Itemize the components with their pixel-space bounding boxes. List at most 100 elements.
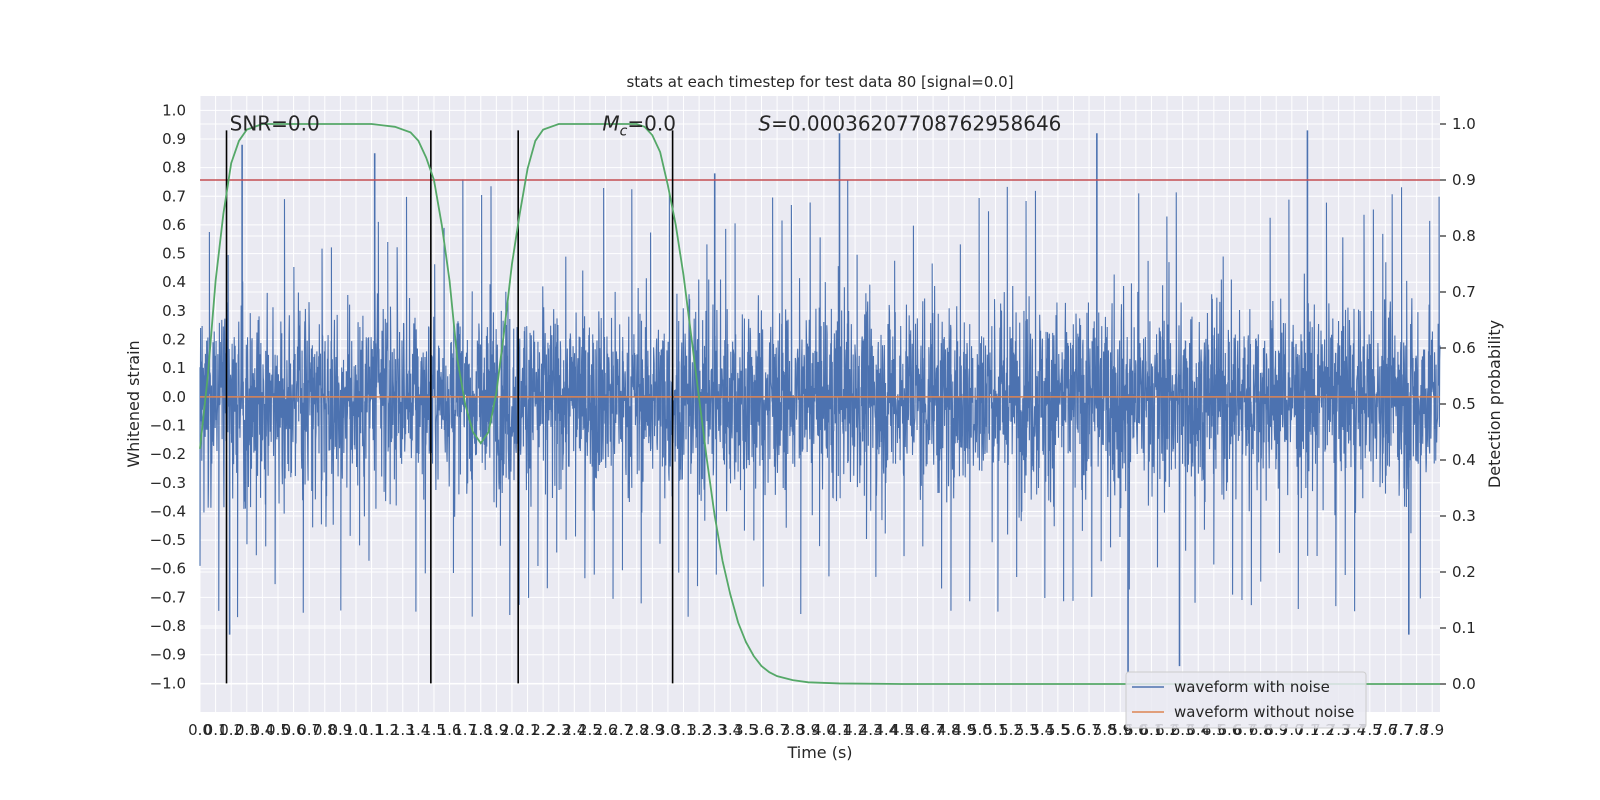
chirp-mass-symbol: M [602,111,619,135]
x-tick-label: 0.1 [204,721,228,739]
x-tick-label: 1.4 [406,721,430,739]
x-tick-label: 4.3 [859,721,883,739]
x-tick-label: 1.6 [438,721,462,739]
x-tick-label: 2.9 [640,721,664,739]
y-tick-label: −0.1 [150,416,186,434]
s-annotation: S=0.00036207708762958646 [758,111,1061,135]
y-tick-label: 0.5 [162,245,186,263]
y2-tick-label: 0.9 [1452,171,1476,189]
x-tick-label: 3.2 [687,721,711,739]
x-tick-label: 2.3 [547,721,571,739]
x-tick-label: 5.5 [1046,721,1070,739]
y-tick-label: 0.3 [162,302,186,320]
x-tick-label: 5.1 [984,721,1008,739]
x-tick-label: 1.3 [391,721,415,739]
y2-tick-label: 0.0 [1452,675,1476,693]
y-tick-label: 0.7 [162,187,186,205]
x-tick-label: 3.8 [781,721,805,739]
x-tick-label: 2.8 [625,721,649,739]
y2-axis-label: Detection probability [1485,320,1504,488]
x-tick-label: 0.5 [266,721,290,739]
y-tick-label: 0.9 [162,130,186,148]
y-tick-label: −0.6 [150,560,186,578]
y-tick-label: −0.7 [150,588,186,606]
x-tick-label: 1.1 [360,721,384,739]
y-tick-label: 0.4 [162,273,186,291]
x-tick-label: 0.6 [282,721,306,739]
y-tick-label: 0.8 [162,159,186,177]
y2-tick-label: 0.4 [1452,451,1476,469]
x-tick-label: 4.0 [812,721,836,739]
y-tick-label: −0.3 [150,474,186,492]
x-tick-label: 2.1 [516,721,540,739]
x-tick-label: 5.3 [1015,721,1039,739]
x-tick-label: 4.8 [937,721,961,739]
y2-tick-label: 0.6 [1452,339,1476,357]
x-tick-label: 2.4 [562,721,586,739]
x-tick-label: 2.5 [578,721,602,739]
y-tick-label: 0.2 [162,331,186,349]
x-tick-label: 0.7 [297,721,321,739]
s-value: =0.00036207708762958646 [771,111,1061,135]
x-tick-label: 0.9 [328,721,352,739]
x-tick-label: 4.1 [828,721,852,739]
legend-box [1125,671,1367,729]
x-tick-label: 5.6 [1062,721,1086,739]
annotations: SNR=0.0 Mc=0.0 S=0.00036207708762958646 [230,111,1062,139]
probability-curve [199,123,1440,685]
y2-tick-label: 1.0 [1452,115,1476,133]
x-tick-label: 4.2 [843,721,867,739]
x-tick-label: 5.8 [1093,721,1117,739]
chart-title: stats at each timestep for test data 80 … [626,73,1013,91]
x-tick-label: 7.6 [1373,721,1397,739]
x-tick-label: 1.5 [422,721,446,739]
y2-tick-label: 0.8 [1452,227,1476,245]
x-tick-label: 3.6 [750,721,774,739]
legend-label-noisy: waveform with noise [1174,678,1330,696]
x-axis-label: Time (s) [786,743,852,762]
y2-tick-label: 0.1 [1452,619,1476,637]
y2-tick-label: 0.2 [1452,563,1476,581]
x-tick-label: 3.4 [718,721,742,739]
x-tick-label: 5.2 [999,721,1023,739]
x-tick-label: 2.7 [609,721,633,739]
x-tick-label: 4.6 [906,721,930,739]
y-tick-label: −1.0 [150,674,186,692]
x-tick-label: 5.7 [1077,721,1101,739]
x-tick-label: 5.0 [968,721,992,739]
x-tick-label: 3.1 [672,721,696,739]
x-tick-label: 0.8 [313,721,337,739]
x-tick-label: 5.4 [1030,721,1054,739]
y-tick-label: −0.8 [150,617,186,635]
x-tick-label: 0.0 [188,721,212,739]
y-axis-ticks: 1.0 0.9 0.8 0.7 0.6 0.5 0.4 0.3 0.2 0.1 0.0 −0.1 −0.… [150,101,186,692]
x-tick-label: 7.8 [1405,721,1429,739]
y-tick-label: −0.4 [150,502,186,520]
x-tick-label: 4.9 [952,721,976,739]
x-tick-label: 3.9 [796,721,820,739]
y2-tick-label: 0.3 [1452,507,1476,525]
x-tick-label: 1.2 [375,721,399,739]
chirp-mass-subscript: c [620,123,628,139]
x-tick-label: 1.0 [344,721,368,739]
x-tick-label: 4.7 [921,721,945,739]
x-tick-label: 4.4 [874,721,898,739]
x-tick-label: 1.8 [469,721,493,739]
chirp-mass-value: =0.0 [627,111,676,135]
y2-tick-label: 0.7 [1452,283,1476,301]
x-tick-label: 3.5 [734,721,758,739]
s-symbol: S [758,111,771,135]
y-tick-label: −0.5 [150,531,186,549]
noise-waveform-trace [199,179,1441,618]
x-tick-label: 3.0 [656,721,680,739]
x-tick-label: 3.7 [765,721,789,739]
y-tick-label: 0.0 [162,388,186,406]
chirp-mass-annotation: Mc=0.0 [602,111,676,139]
y2-axis-ticks: 1.0 0.9 0.8 0.7 0.6 0.5 0.4 0.3 0.2 0.1 0.0 [1440,115,1476,693]
x-tick-label: 2.0 [500,721,524,739]
y2-tick-label: 0.5 [1452,395,1476,413]
x-tick-label: 4.5 [890,721,914,739]
plot-area [199,96,1441,712]
y-tick-label: 0.6 [162,216,186,234]
